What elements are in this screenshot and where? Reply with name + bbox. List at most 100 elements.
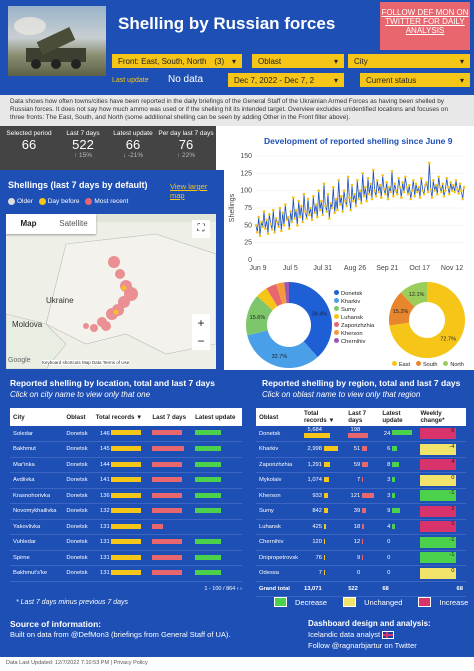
table-pager[interactable]: 1 - 100 / 864 ‹ › (204, 585, 242, 592)
donut-slice (284, 282, 289, 304)
chevron-left-icon[interactable]: ‹ (236, 585, 239, 592)
oblast-name[interactable]: Odessa (256, 565, 301, 582)
data-point (454, 178, 458, 182)
oblast-name[interactable]: Chernihiv (256, 534, 301, 551)
table-row[interactable]: Mykolaiv 1,074 7 3 0 (256, 472, 466, 489)
last7-cell: 198 (345, 426, 380, 442)
data-point (406, 192, 410, 196)
oblast-name[interactable]: Kharkiv (256, 441, 301, 458)
table-row[interactable]: Krasnohorivka Donetsk 136 (10, 488, 242, 504)
oblast-name[interactable]: Zaporizhzhia (256, 457, 301, 473)
col-oblast[interactable]: Oblast (63, 408, 93, 426)
latest-cell (192, 565, 242, 582)
oblast-name[interactable]: Kherson (256, 488, 301, 504)
last7-cell: 18 (345, 519, 380, 535)
design-line2[interactable]: Follow @ragnarbjartur on Twitter (308, 641, 417, 650)
front-filter[interactable]: Front: East, South, North (3) ▾ (112, 54, 242, 68)
data-point (448, 192, 451, 196)
x-tick-label: Aug 26 (344, 265, 366, 272)
data-point (401, 181, 404, 184)
chevron-right-icon[interactable]: › (240, 585, 242, 592)
col-city[interactable]: City (10, 408, 64, 426)
oblast-name[interactable]: Dnipropetrovsk (256, 550, 301, 566)
data-point (353, 192, 356, 196)
table-row[interactable]: Yakovlivka Donetsk 131 (10, 519, 242, 535)
col-latest[interactable]: Latest update (379, 408, 418, 426)
oblast-donut-legend: Donetsk Kharkiv Sumy Luhansk Zaporizhzhia Khe… (334, 290, 374, 346)
table-row[interactable]: Kherson 933 121 3 -1 (256, 488, 466, 504)
table-row[interactable]: Avdiivka Donetsk 141 (10, 472, 242, 489)
data-point (384, 192, 387, 196)
data-point (258, 234, 262, 238)
map-view[interactable]: Map Satellite ⛶ Ukraine Moldova + − Goog… (6, 214, 216, 369)
data-point (288, 227, 291, 231)
table-row[interactable]: Zaporizhzhia 1,291 59 8 4 (256, 457, 466, 473)
table-row[interactable]: Kharkiv 2,998 51 6 -4 (256, 441, 466, 458)
data-point (296, 224, 299, 227)
data-point (432, 178, 435, 182)
col-total[interactable]: Total records ▼ (92, 408, 150, 426)
col-last7[interactable]: Last 7 days (149, 408, 193, 426)
oblast-name[interactable]: Donetsk (256, 426, 301, 442)
y-tick-label: 50 (244, 222, 252, 229)
city-name[interactable]: Bakhmut (10, 441, 64, 458)
donut-slice (266, 283, 283, 307)
city-name[interactable]: Avdiivka (10, 472, 64, 489)
col-total[interactable]: Total records ▼ (301, 408, 346, 426)
data-point (381, 174, 384, 177)
table-row[interactable]: Bakhmut's'ke Donetsk 131 (10, 565, 242, 582)
table-row[interactable]: Mar'inka Donetsk 144 (10, 457, 242, 473)
city-name[interactable]: Vuhledar (10, 534, 64, 551)
status-select[interactable]: Current status ▾ (360, 73, 470, 87)
total-cell: 7 (301, 565, 346, 582)
data-point (286, 215, 290, 219)
total-cell: 131 (92, 550, 150, 566)
col-latest[interactable]: Latest update (192, 408, 242, 426)
oblast-name[interactable]: Luhansk (256, 519, 301, 535)
city-name[interactable]: Yakovlivka (10, 519, 64, 535)
data-point (457, 192, 460, 195)
table-row[interactable]: Vuhledar Donetsk 131 (10, 534, 242, 551)
table-row[interactable]: Bakhmut Donetsk 145 (10, 441, 242, 458)
zoom-out-button[interactable]: − (197, 334, 205, 348)
table-row[interactable]: Spirne Donetsk 131 (10, 550, 242, 566)
oblast-name[interactable]: Mykolaiv (256, 472, 301, 489)
map-attribution[interactable]: Keyboard shortcuts Map Data Terms of Use (42, 360, 130, 365)
city-name[interactable]: Bakhmut's'ke (10, 565, 64, 582)
city-name[interactable]: Krasnohorivka (10, 488, 64, 504)
tab-map[interactable]: Map (20, 219, 37, 228)
table-row[interactable]: Dnipropetrovsk 76 9 0 -1 (256, 550, 466, 566)
fullscreen-icon[interactable]: ⛶ (192, 220, 210, 238)
col-weekly-change[interactable]: Weekly change* (417, 408, 466, 426)
zoom-in-button[interactable]: + (197, 316, 205, 330)
city-filter[interactable]: City ▾ (348, 54, 470, 68)
source-text[interactable]: Built on data from @DefMon3 (briefings f… (10, 630, 231, 639)
table-row[interactable]: Chernihiv 120 12 0 -1 (256, 534, 466, 551)
data-point (450, 189, 454, 192)
col-oblast[interactable]: Oblast (256, 408, 301, 426)
slice-label: 32.7% (272, 354, 288, 360)
oblast-name[interactable]: Sumy (256, 503, 301, 520)
data-point (330, 206, 334, 210)
table-row[interactable]: Luhansk 425 18 4 5 (256, 519, 466, 535)
table-row[interactable]: Novomykhailivka Donetsk 132 (10, 503, 242, 520)
region-table-subtitle: Click on oblast name to view only that r… (262, 390, 421, 399)
city-name[interactable]: Soledar (10, 426, 64, 442)
oblast-filter[interactable]: Oblast ▾ (252, 54, 344, 68)
table-row[interactable]: Odessa 7 0 0 0 (256, 565, 466, 582)
city-name[interactable]: Novomykhailivka (10, 503, 64, 520)
tab-satellite[interactable]: Satellite (59, 219, 88, 228)
col-last7[interactable]: Last 7 days (345, 408, 380, 426)
last7-cell (149, 426, 193, 442)
date-range-picker[interactable]: Dec 7, 2022 - Dec 7, 2 ▾ (228, 73, 344, 87)
city-name[interactable]: Mar'inka (10, 457, 64, 473)
increase-label: Increase (439, 597, 469, 607)
follow-twitter-link[interactable]: FOLLOW DEF MON ON TWITTER FOR DAILY ANAL… (380, 2, 470, 50)
chevron-down-icon: ▾ (459, 75, 464, 85)
table-row[interactable]: Sumy 842 39 9 2 (256, 503, 466, 520)
table-row[interactable]: Soledar Donetsk 146 (10, 426, 242, 442)
weekly-change-cell: -1 (417, 550, 466, 566)
city-name[interactable]: Spirne (10, 550, 64, 566)
view-larger-map-link[interactable]: View larger map (170, 182, 208, 200)
table-row[interactable]: Donetsk 5,684 198 24 6 (256, 426, 466, 442)
